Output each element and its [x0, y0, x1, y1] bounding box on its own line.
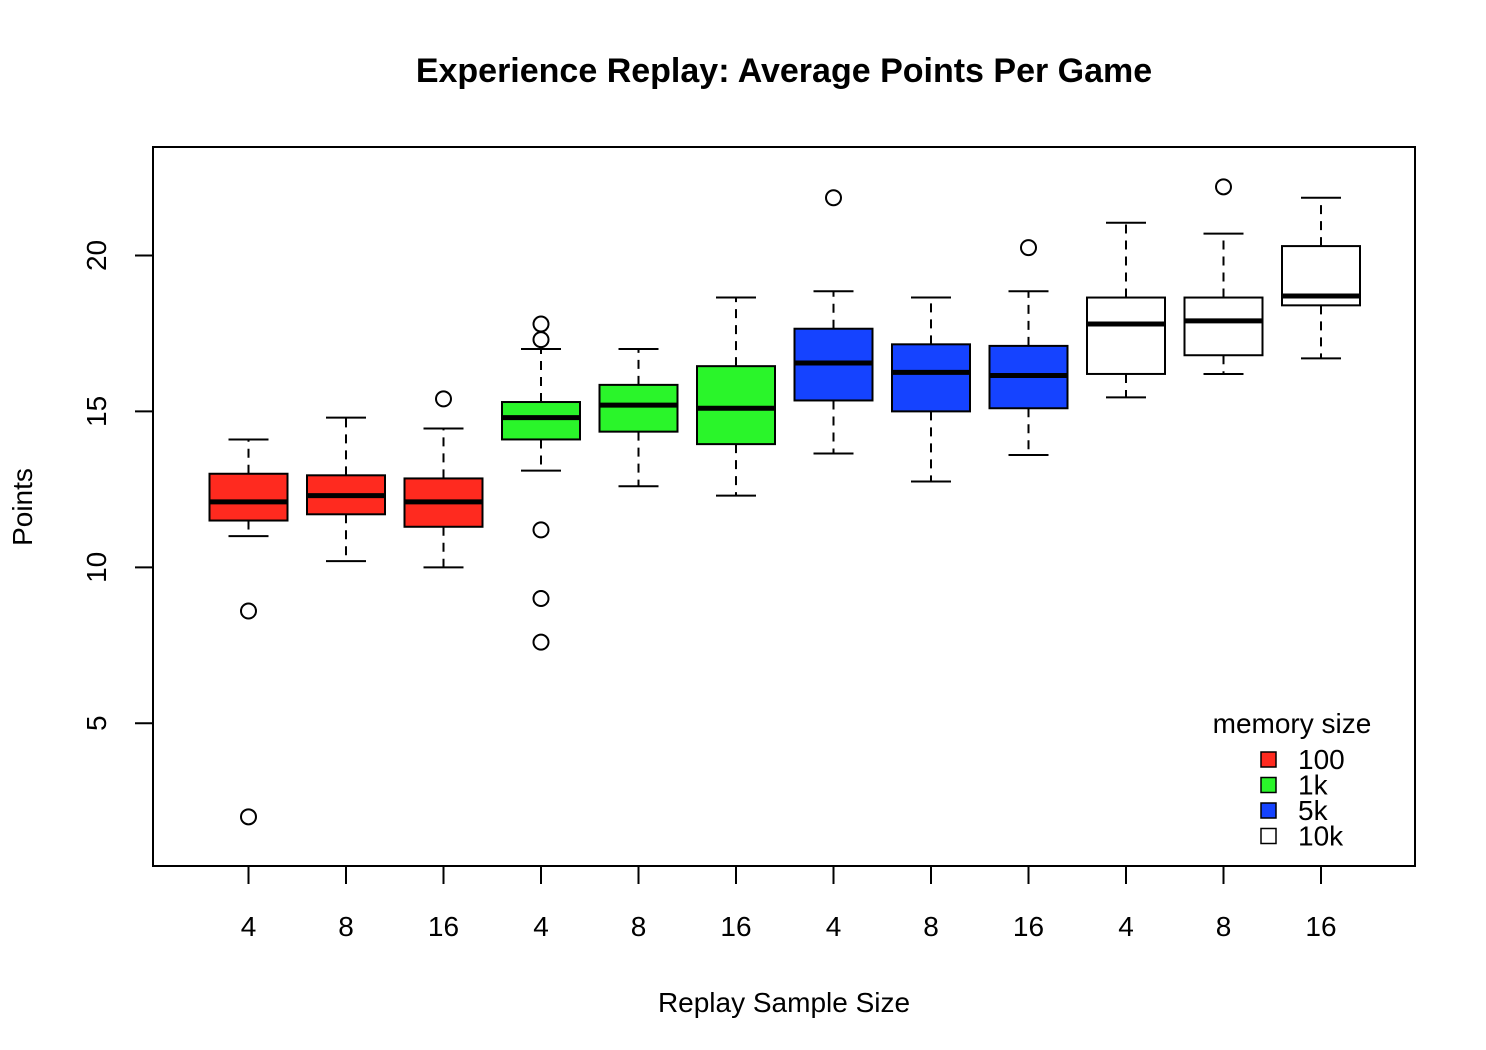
- box-10k-4: [1086, 221, 1166, 399]
- x-axis-label: Replay Sample Size: [658, 987, 910, 1018]
- legend-swatch: [1260, 802, 1277, 819]
- legend-item-1k: 1k: [1260, 770, 1329, 801]
- outlier-point: [435, 390, 452, 408]
- y-axis: 5 10 15 20: [81, 240, 153, 731]
- x-axis: 4 8 16 4 8 16 4 8 16 4 8 16: [241, 866, 1337, 942]
- legend-label: 100: [1298, 744, 1345, 775]
- box-5k-16: [988, 239, 1069, 457]
- legend-swatch: [1260, 827, 1277, 845]
- box-100-4: [208, 438, 289, 826]
- x-tick-label: 8: [1216, 911, 1232, 942]
- legend-label: 5k: [1298, 795, 1329, 826]
- box-100-8: [306, 416, 386, 563]
- y-tick-label: 5: [81, 715, 112, 731]
- box-iqr: [1183, 296, 1264, 357]
- outlier-point: [825, 189, 842, 207]
- outlier-point: [532, 633, 550, 651]
- legend-item-5k: 5k: [1260, 795, 1329, 826]
- y-tick-label: 20: [81, 240, 112, 271]
- outlier-point: [532, 590, 550, 608]
- box-1k-8: [598, 348, 679, 488]
- box-5k-8: [891, 296, 971, 483]
- chart-title: Experience Replay: Average Points Per Ga…: [416, 52, 1152, 90]
- x-tick-label: 8: [631, 911, 647, 942]
- x-tick-label: 4: [1118, 911, 1134, 942]
- outlier-point: [532, 315, 550, 333]
- x-tick-label: 4: [241, 911, 257, 942]
- x-tick-label: 4: [826, 911, 842, 942]
- box-iqr: [1086, 296, 1166, 375]
- outlier-point: [240, 602, 257, 620]
- y-tick-label: 15: [81, 396, 112, 427]
- outlier-point: [240, 808, 257, 826]
- y-axis-label: Points: [7, 468, 38, 546]
- box-1k-16: [696, 296, 776, 497]
- box-100-16: [403, 390, 484, 569]
- box-5k-4: [793, 189, 874, 455]
- legend-swatch: [1260, 776, 1277, 794]
- outlier-point: [1215, 178, 1232, 196]
- legend-item-10k: 10k: [1260, 821, 1344, 852]
- box-10k-16: [1281, 196, 1361, 360]
- box-1k-4: [501, 315, 581, 651]
- y-tick-label: 10: [81, 552, 112, 583]
- box-iqr: [598, 383, 679, 433]
- box-10k-8: [1183, 178, 1264, 375]
- box-iqr: [501, 401, 581, 441]
- legend-label: 10k: [1298, 821, 1344, 852]
- outlier-point: [532, 331, 550, 349]
- plot-marks: [208, 178, 1361, 826]
- x-tick-label: 8: [338, 911, 354, 942]
- plot-frame: [152, 146, 1416, 867]
- legend-swatch: [1260, 751, 1277, 768]
- x-tick-label: 16: [1013, 911, 1044, 942]
- x-tick-label: 8: [923, 911, 939, 942]
- x-tick-label: 16: [720, 911, 751, 942]
- box-iqr: [891, 343, 971, 413]
- box-iqr: [208, 472, 289, 522]
- outlier-point: [1020, 239, 1037, 257]
- x-tick-label: 16: [1305, 911, 1336, 942]
- x-tick-label: 4: [533, 911, 549, 942]
- legend-label: 1k: [1298, 770, 1329, 801]
- box-iqr: [696, 365, 776, 446]
- outlier-point: [532, 521, 550, 539]
- legend-item-100: 100: [1260, 744, 1345, 775]
- legend-title: memory size: [1213, 708, 1372, 739]
- x-tick-label: 16: [428, 911, 459, 942]
